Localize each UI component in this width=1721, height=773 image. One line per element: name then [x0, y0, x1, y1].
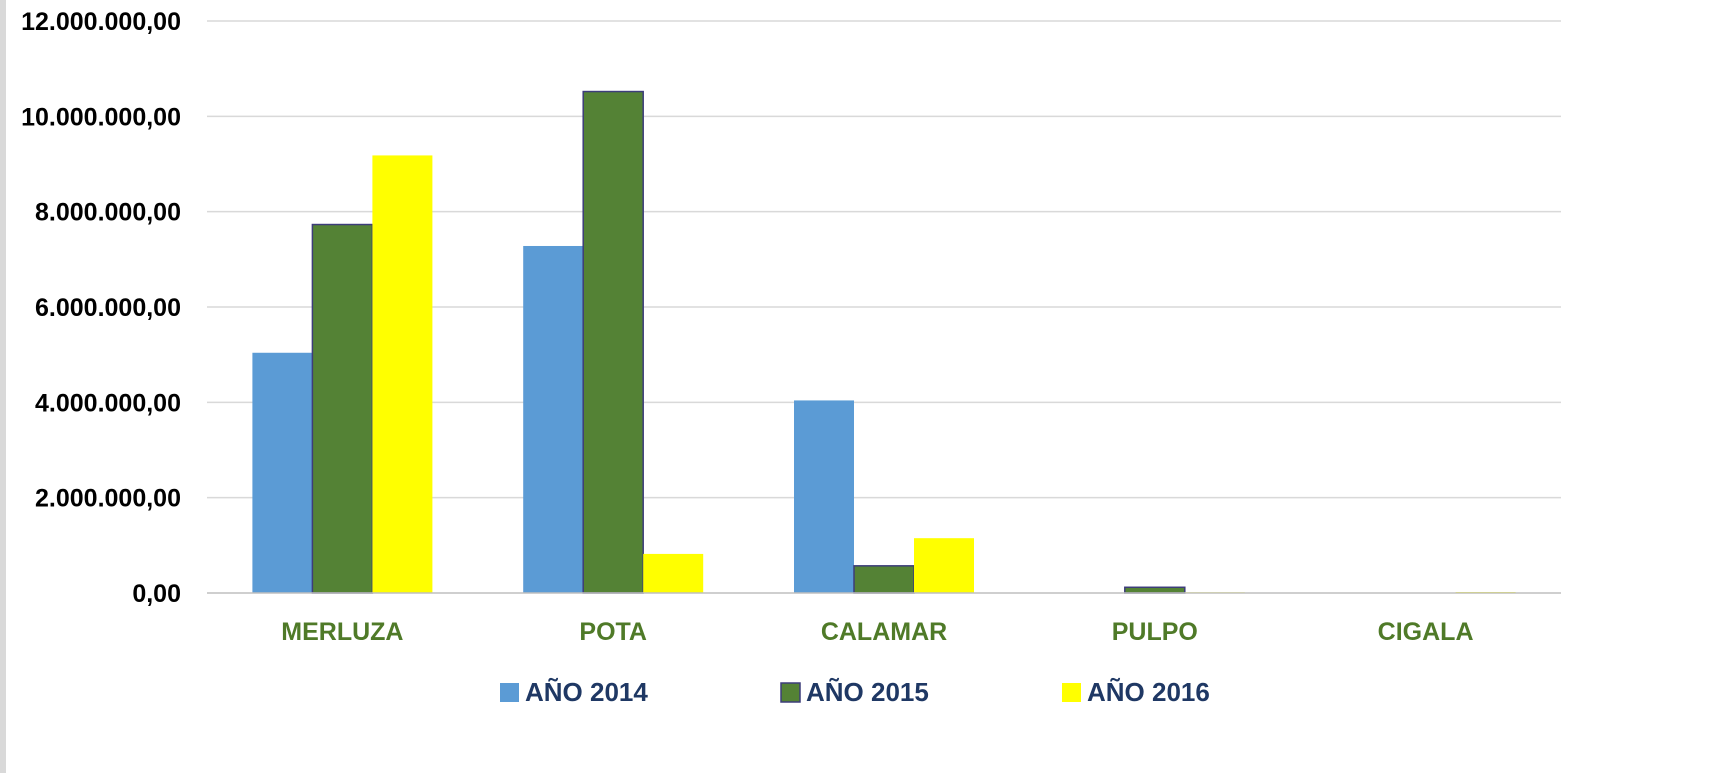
bar-calamar-1 [794, 400, 854, 593]
left-border-strip [0, 0, 6, 773]
y-tick-label: 12.000.000,00 [21, 8, 181, 36]
bar-calamar-2 [853, 565, 915, 594]
legend: AÑO 2014 AÑO 2015 AÑO 2016 [500, 677, 1210, 707]
bar-pota-3 [643, 553, 704, 593]
legend-label: AÑO 2015 [806, 677, 929, 707]
x-tick-label: PULPO [1112, 618, 1198, 646]
legend-swatch [500, 683, 519, 702]
y-tick-label: 0,00 [132, 580, 181, 608]
x-tick-label: CALAMAR [821, 618, 947, 646]
bar-pota-1 [523, 245, 584, 593]
bar-calamar-3 [914, 538, 974, 593]
bar-pota-2 [582, 90, 644, 594]
x-tick-label: MERLUZA [281, 618, 403, 646]
y-tick-label: 2.000.000,00 [35, 485, 181, 513]
x-tick-label: CIGALA [1378, 618, 1474, 646]
bar-merluza-2 [311, 223, 374, 594]
y-axis-ticks: 0,00 2.000.000,00 4.000.000,00 6.000.000,00… [21, 8, 181, 608]
legend-swatch [1062, 683, 1081, 702]
y-tick-label: 10.000.000,00 [21, 103, 181, 131]
y-tick-label: 4.000.000,00 [35, 389, 181, 417]
x-axis-ticks: MERLUZA POTA CALAMAR PULPO CIGALA [281, 618, 1473, 646]
legend-swatch [780, 682, 801, 703]
legend-label: AÑO 2016 [1087, 677, 1210, 707]
y-tick-label: 6.000.000,00 [35, 294, 181, 322]
bar-merluza-1 [252, 352, 313, 593]
y-tick-label: 8.000.000,00 [35, 199, 181, 227]
bar-merluza-3 [372, 155, 433, 594]
bars [252, 90, 1516, 594]
legend-label: AÑO 2014 [525, 677, 648, 707]
gridlines [207, 20, 1561, 499]
x-tick-label: POTA [579, 618, 647, 646]
bar-pulpo-2 [1124, 586, 1186, 594]
